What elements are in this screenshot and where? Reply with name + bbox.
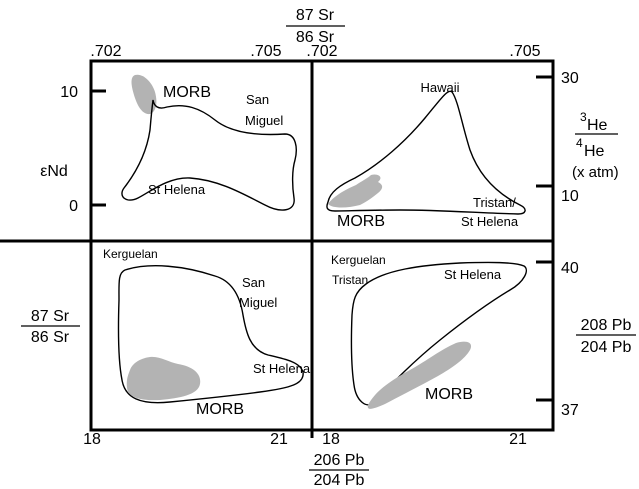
- top-axis-label-den: 86 Sr: [296, 29, 335, 46]
- bottom-tick-21-right: 21: [509, 431, 527, 448]
- bl-san-label: San: [242, 275, 265, 290]
- right-tick-label-37: 37: [561, 402, 579, 419]
- panel-bottom-right: Kerguelan Tristan St Helena MORB: [331, 253, 528, 409]
- br-st-helena-label: St Helena: [444, 267, 502, 282]
- top-tick-702-left: .702: [90, 43, 121, 60]
- bottom-tick-18-right: 18: [322, 431, 340, 448]
- left-axis-sr-label: 87 Sr 86 Sr: [21, 308, 80, 346]
- right-tick-label-10: 10: [561, 188, 579, 205]
- top-axis-label-num: 87 Sr: [296, 7, 335, 24]
- bottom-axis-den: 204 Pb: [314, 472, 365, 489]
- bottom-tick-21-left: 21: [270, 431, 288, 448]
- he3-label: He: [587, 117, 608, 134]
- panel-top-left: MORB San Miguel St Helena: [121, 74, 297, 211]
- bl-morb-label: MORB: [196, 401, 244, 418]
- left-tick-label-0: 0: [69, 198, 78, 215]
- tr-morb-label: MORB: [337, 213, 385, 230]
- panel-bottom-left: Kerguelan San Miguel St Helena MORB: [103, 247, 311, 418]
- diagram-frame: [89, 59, 555, 432]
- tl-morb-label: MORB: [163, 84, 211, 101]
- tl-morb-field: [131, 74, 157, 115]
- br-kerguelan-st-helena-field: [350, 261, 528, 406]
- right-tick-label-40: 40: [561, 260, 579, 277]
- top-tick-705-right: .705: [509, 43, 540, 60]
- br-tristan-label: Tristan: [332, 273, 368, 287]
- tr-tristan-label: Tristan/: [473, 195, 516, 210]
- right-axis-pb208-label: 208 Pb 204 Pb: [576, 317, 636, 356]
- top-axis-label: 87 Sr 86 Sr: [286, 7, 345, 46]
- tl-st-helena-san-miguel-field: [121, 99, 297, 211]
- tr-hawaii-label: Hawaii: [420, 80, 459, 95]
- pb208-den: 204 Pb: [581, 339, 632, 356]
- he3-superscript: 3: [580, 110, 587, 124]
- bottom-tick-18-left: 18: [83, 431, 101, 448]
- left-sr-den: 86 Sr: [31, 329, 70, 346]
- right-tick-label-30: 30: [561, 70, 579, 87]
- top-tick-702-right: .702: [306, 43, 337, 60]
- left-tick-label-10: 10: [60, 84, 78, 101]
- tr-st-helena-label: St Helena: [461, 214, 519, 229]
- top-tick-705-left: .705: [250, 43, 281, 60]
- right-axis-he-label: 3 He 4 He (x atm): [572, 110, 619, 181]
- tr-morb-field: [328, 174, 383, 208]
- br-morb-field: [367, 341, 472, 409]
- he4-superscript: 4: [576, 136, 583, 150]
- bl-kerguelan-st-helena-field: [117, 265, 304, 404]
- he4-label: He: [584, 143, 605, 160]
- br-morb-label: MORB: [425, 386, 473, 403]
- pb208-num: 208 Pb: [581, 317, 632, 334]
- tr-hawaii-tristan-field: [326, 90, 526, 215]
- tl-st-helena-label: St Helena: [148, 182, 206, 197]
- bl-st-helena-label: St Helena: [253, 361, 311, 376]
- left-axis-label-end: εNd: [40, 163, 68, 180]
- bottom-axis-num: 206 Pb: [314, 452, 365, 469]
- bl-miguel-label: Miguel: [239, 295, 277, 310]
- tl-miguel-label: Miguel: [245, 113, 283, 128]
- bl-morb-field: [126, 356, 201, 401]
- he-unit-note: (x atm): [572, 164, 619, 181]
- bottom-axis-label: 206 Pb 204 Pb: [309, 452, 369, 489]
- panel-top-right: Hawaii Tristan/ St Helena MORB: [326, 80, 526, 230]
- tl-san-label: San: [246, 92, 269, 107]
- bl-kerguelan-label: Kerguelan: [103, 247, 158, 261]
- br-kerguelan-label: Kerguelan: [331, 253, 386, 267]
- left-sr-num: 87 Sr: [31, 308, 70, 325]
